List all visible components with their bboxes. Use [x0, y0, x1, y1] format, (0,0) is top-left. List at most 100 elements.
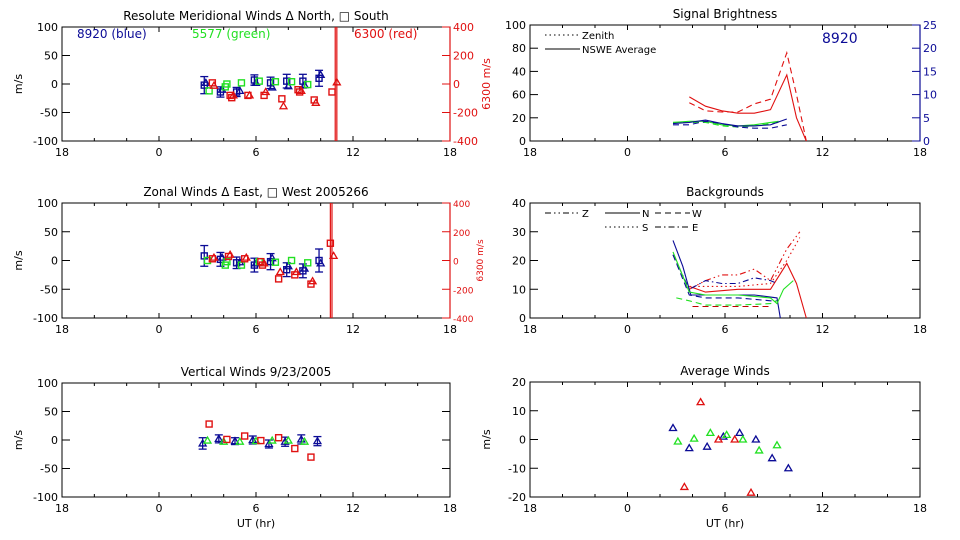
- right-y-tick-label: 5: [923, 112, 930, 125]
- series-line: [689, 73, 807, 142]
- data-point-triangle: [328, 251, 339, 260]
- y-tick-label: 20: [512, 255, 526, 268]
- y-tick-label: -100: [33, 312, 58, 325]
- y-tick-label: 0: [519, 312, 526, 325]
- right-y-tick-label: 0: [453, 258, 459, 268]
- y-tick-label: 0: [519, 434, 526, 447]
- data-point-square: [237, 79, 246, 87]
- data-point-square: [257, 436, 265, 445]
- y-tick-label: 100: [37, 21, 58, 34]
- x-tick-label: 0: [624, 323, 631, 336]
- data-point-triangle: [235, 436, 245, 445]
- data-point-square: [287, 256, 296, 265]
- data-point-triangle: [219, 436, 229, 445]
- data-point-triangle: [767, 453, 777, 462]
- data-point-triangle: [283, 81, 293, 90]
- data-point-triangle: [311, 98, 321, 106]
- chart-meridional: Resolute Meridional Winds Δ North, □ Sou…: [12, 9, 493, 159]
- x-tick-label: 18: [443, 502, 457, 515]
- right-y-tick-label: -200: [453, 107, 478, 120]
- data-point-triangle: [679, 482, 690, 491]
- y-tick-label: 50: [44, 50, 58, 63]
- y-tick-label: 0: [519, 135, 526, 148]
- x-tick-label: 6: [722, 323, 729, 336]
- data-point-square: [271, 78, 280, 86]
- data-point-square: [240, 432, 249, 440]
- plot-frame: [529, 202, 921, 319]
- y-tick-label: 80: [512, 42, 526, 55]
- legend-label: NSWE Average: [582, 45, 656, 56]
- y-tick-label: 40: [512, 197, 526, 210]
- data-point-square: [223, 435, 231, 444]
- y-tick-label: 30: [512, 226, 526, 239]
- data-point-triangle: [299, 436, 310, 445]
- data-point-triangle: [316, 70, 326, 79]
- y-tick-label: 40: [512, 65, 526, 78]
- chart-title: Vertical Winds 9/23/2005: [181, 365, 332, 379]
- y-tick-label: 60: [512, 89, 526, 102]
- data-point-triangle: [721, 430, 732, 439]
- data-point-square: [328, 88, 336, 96]
- data-point-triangle: [751, 434, 761, 443]
- series-line: [672, 254, 778, 291]
- data-point-triangle: [307, 276, 318, 285]
- plot-frame: [61, 382, 451, 498]
- right-y-tick-label: 25: [923, 19, 937, 32]
- x-tick-label: 18: [523, 146, 537, 159]
- series-line: [689, 50, 807, 142]
- right-y-tick-label: 0: [923, 135, 930, 148]
- y-axis-label: m/s: [12, 430, 25, 450]
- y-axis-label: m/s: [12, 250, 25, 270]
- y-tick-label: 100: [505, 19, 526, 32]
- x-tick-label: 0: [156, 323, 163, 336]
- x-tick-label: 18: [55, 323, 69, 336]
- y-tick-label: 100: [37, 377, 58, 390]
- right-y-tick-label: -400: [453, 135, 478, 148]
- x-tick-label: 18: [913, 323, 927, 336]
- data-point-square: [271, 258, 280, 266]
- chart-title: Backgrounds: [686, 185, 764, 199]
- data-point-square: [307, 453, 315, 461]
- x-tick-label: 18: [523, 502, 537, 515]
- data-point-square: [274, 275, 283, 283]
- x-tick-label: 12: [346, 502, 360, 515]
- y-tick-label: -50: [40, 283, 58, 296]
- series-line: [672, 118, 787, 127]
- data-point-triangle: [214, 434, 224, 443]
- data-point-triangle: [275, 267, 285, 276]
- data-point-square: [223, 257, 231, 266]
- data-point-triangle: [783, 463, 794, 472]
- chart-title: Zonal Winds Δ East, □ West 2005266: [143, 185, 368, 199]
- legend-label: W: [692, 209, 702, 220]
- series-line: [689, 262, 807, 319]
- right-y-tick-label: 200: [453, 50, 474, 63]
- series-line: [689, 237, 801, 287]
- x-axis-label: UT (hr): [237, 517, 275, 530]
- data-point-square: [278, 95, 286, 103]
- x-tick-label: 12: [346, 146, 360, 159]
- series-line: [672, 254, 777, 302]
- right-axis-label: 6300 m/s: [476, 239, 486, 282]
- wavelength-annotation: 8920 (blue): [77, 27, 147, 41]
- x-tick-label: 18: [913, 146, 927, 159]
- data-point-triangle: [689, 433, 699, 442]
- y-tick-label: -100: [33, 135, 58, 148]
- data-point-triangle: [730, 434, 740, 443]
- data-point-triangle: [738, 434, 748, 443]
- data-point-triangle: [772, 440, 782, 449]
- y-tick-label: 100: [37, 197, 58, 210]
- right-y-tick-label: 400: [453, 21, 474, 34]
- x-tick-label: 12: [816, 502, 830, 515]
- right-y-tick-label: 20: [923, 42, 937, 55]
- x-axis-label: UT (hr): [706, 517, 744, 530]
- x-tick-label: 18: [55, 502, 69, 515]
- data-point-triangle: [705, 428, 716, 437]
- x-tick-label: 0: [156, 146, 163, 159]
- data-point-triangle: [718, 431, 729, 440]
- data-point-square: [205, 87, 213, 95]
- data-point-triangle: [241, 252, 251, 261]
- right-y-tick-label: 10: [923, 89, 937, 102]
- data-point-triangle: [746, 487, 756, 496]
- data-point-triangle: [291, 267, 302, 276]
